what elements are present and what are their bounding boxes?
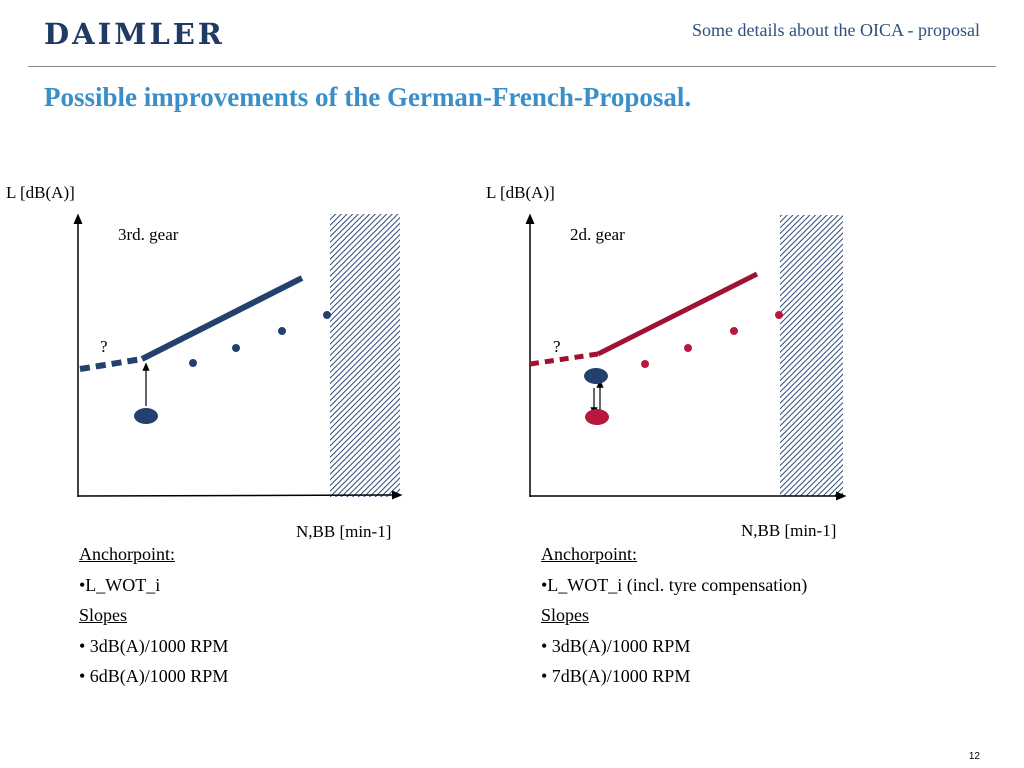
daimler-logo: DAIMLER [44,17,225,51]
right-extrapolation-dashed [529,351,599,367]
right-notes: Anchorpoint: •L_WOT_i (incl. tyre compen… [541,539,807,692]
left-measure-point [189,359,197,367]
left-anchor-item: •L_WOT_i [79,574,161,595]
left-x-axis-label: N,BB [min-1] [296,522,391,541]
left-gear-label: 3rd. gear [118,225,179,244]
left-x-axis [77,490,403,500]
left-anchor-heading: Anchorpoint: [79,544,175,564]
right-gear-label: 2d. gear [570,225,625,244]
right-measure-point [775,311,783,319]
left-notes: Anchorpoint: •L_WOT_i Slopes • 3dB(A)/10… [79,539,228,692]
right-question-mark: ? [553,337,561,356]
left-slopes-heading: Slopes [79,605,128,625]
right-hatched-limit-region [780,215,843,496]
right-measure-point [730,327,738,335]
noise-diagrams: L [dB(A)] 3rd. gear ? N,BB [min-1] L [dB… [6,183,847,541]
header-subtitle: Some details about the OICA - proposal [692,20,980,40]
right-slope-item: • 7dB(A)/1000 RPM [541,666,691,686]
right-y-axis-label: L [dB(A)] [486,183,555,202]
page-number: 12 [968,751,980,762]
right-original-anchor-point [584,368,608,384]
left-diagram: L [dB(A)] 3rd. gear ? N,BB [min-1] [6,183,403,541]
slide-title: Possible improvements of the German-Fren… [44,82,692,112]
right-slope-item: • 3dB(A)/1000 RPM [541,635,691,656]
right-measure-point [684,344,692,352]
right-measure-point [641,360,649,368]
left-measure-point [232,344,240,352]
header-divider [28,66,996,67]
left-y-axis-label: L [dB(A)] [6,183,75,202]
right-anchor-heading: Anchorpoint: [541,544,637,564]
right-anchor-item: •L_WOT_i (incl. tyre compensation) [541,574,808,595]
left-extrapolation-dashed [79,356,143,372]
right-x-axis-label: N,BB [min-1] [741,521,836,540]
left-measure-point [278,327,286,335]
left-hatched-limit-region [330,214,400,497]
right-slope-line [596,271,759,357]
left-slope-item: • 3dB(A)/1000 RPM [79,635,229,656]
left-anchor-point [134,408,158,424]
left-slope-item: • 6dB(A)/1000 RPM [79,666,229,686]
left-question-mark: ? [100,337,108,356]
right-compensated-anchor-point [585,409,609,425]
right-slopes-heading: Slopes [541,605,590,625]
right-diagram: L [dB(A)] 2d. gear ? N,BB [min-1] [486,183,847,540]
left-measure-point [323,311,331,319]
left-slope-line [140,275,304,362]
